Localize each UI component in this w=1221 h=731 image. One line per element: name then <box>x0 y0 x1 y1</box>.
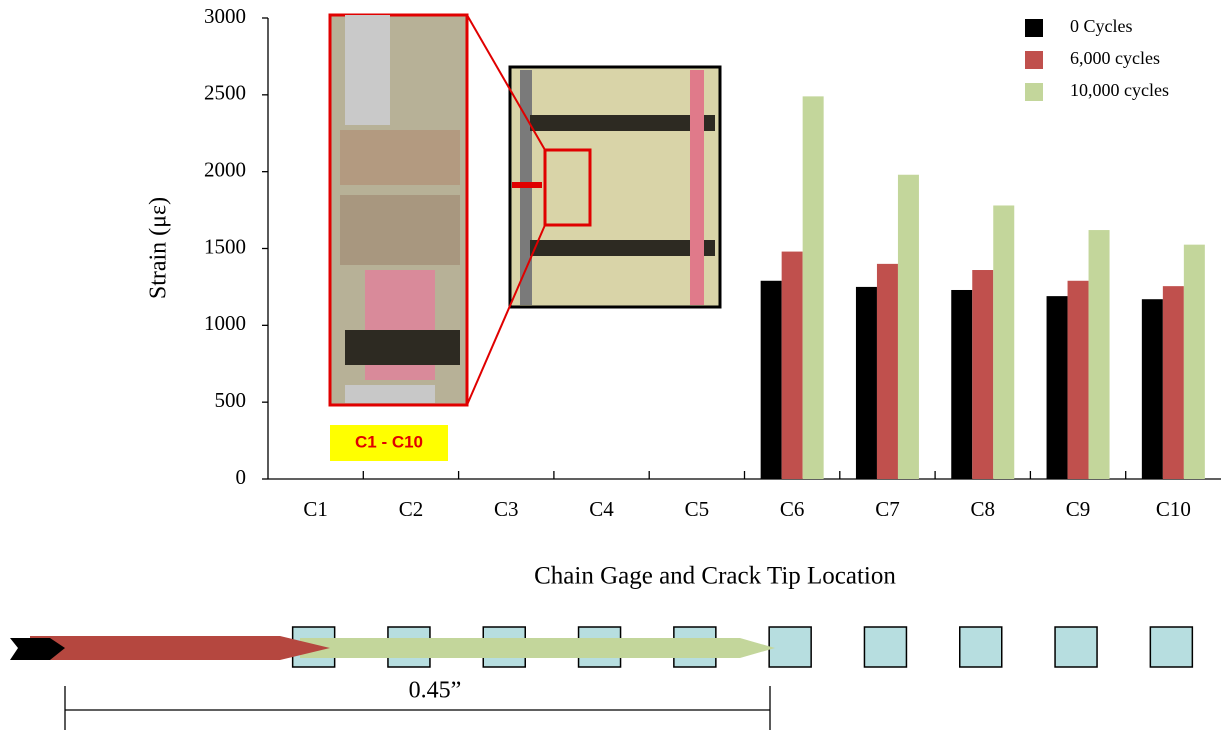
y-tick-label: 0 <box>236 465 247 489</box>
x-tick-label: C1 <box>303 497 328 521</box>
photo-detail <box>530 115 715 131</box>
bar <box>877 264 898 479</box>
crack-arrow <box>300 638 775 658</box>
y-tick-label: 1500 <box>204 234 246 258</box>
bar <box>1047 296 1068 479</box>
bar <box>1089 230 1110 479</box>
y-axis-label: Strain (με) <box>146 197 172 299</box>
bar <box>1163 286 1184 479</box>
photo-detail <box>530 240 715 256</box>
bar <box>972 270 993 479</box>
photo-detail <box>345 385 435 403</box>
gauge <box>864 627 906 667</box>
crack-arrow <box>30 636 330 660</box>
annotation: C1 - C10 <box>355 432 423 451</box>
bar <box>898 175 919 479</box>
bar <box>993 205 1014 479</box>
gauge <box>960 627 1002 667</box>
y-tick-label: 1000 <box>204 311 246 335</box>
marker <box>512 182 542 188</box>
x-tick-label: C4 <box>589 497 614 521</box>
zoom-line <box>467 225 545 405</box>
y-tick-label: 2000 <box>204 157 246 181</box>
legend-swatch <box>1025 83 1043 101</box>
bar <box>1068 281 1089 479</box>
chart: C1 - C10 0.45” Chain Gage and Crack Tip … <box>0 0 1221 731</box>
x-tick-label: C2 <box>399 497 424 521</box>
bar <box>761 281 782 479</box>
photo-detail <box>690 70 704 305</box>
x-tick-label: C8 <box>970 497 995 521</box>
x-tick-label: C6 <box>780 497 805 521</box>
y-tick-label: 2500 <box>204 81 246 105</box>
bar <box>1184 245 1205 479</box>
bar <box>782 252 803 479</box>
x-tick-label: C10 <box>1156 497 1191 521</box>
bar <box>856 287 877 479</box>
x-tick-label: C3 <box>494 497 519 521</box>
y-tick-label: 500 <box>215 388 247 412</box>
annotation: 0.45” <box>409 678 462 704</box>
y-tick-label: 3000 <box>204 4 246 28</box>
bar <box>951 290 972 479</box>
photo-detail <box>340 195 460 265</box>
legend-label: 6,000 cycles <box>1070 48 1160 68</box>
x-axis-label: Chain Gage and Crack Tip Location <box>534 563 896 590</box>
photo-detail <box>345 15 390 125</box>
gauge <box>1055 627 1097 667</box>
photo-detail <box>340 130 460 185</box>
x-tick-label: C5 <box>685 497 710 521</box>
x-tick-label: C7 <box>875 497 900 521</box>
bar <box>803 96 824 479</box>
gauge <box>769 627 811 667</box>
gauge <box>1150 627 1192 667</box>
legend-swatch <box>1025 51 1043 69</box>
legend-swatch <box>1025 19 1043 37</box>
bar <box>1142 299 1163 479</box>
legend-label: 10,000 cycles <box>1070 80 1169 100</box>
legend-label: 0 Cycles <box>1070 16 1133 36</box>
photo-detail <box>345 330 460 365</box>
x-tick-label: C9 <box>1066 497 1091 521</box>
